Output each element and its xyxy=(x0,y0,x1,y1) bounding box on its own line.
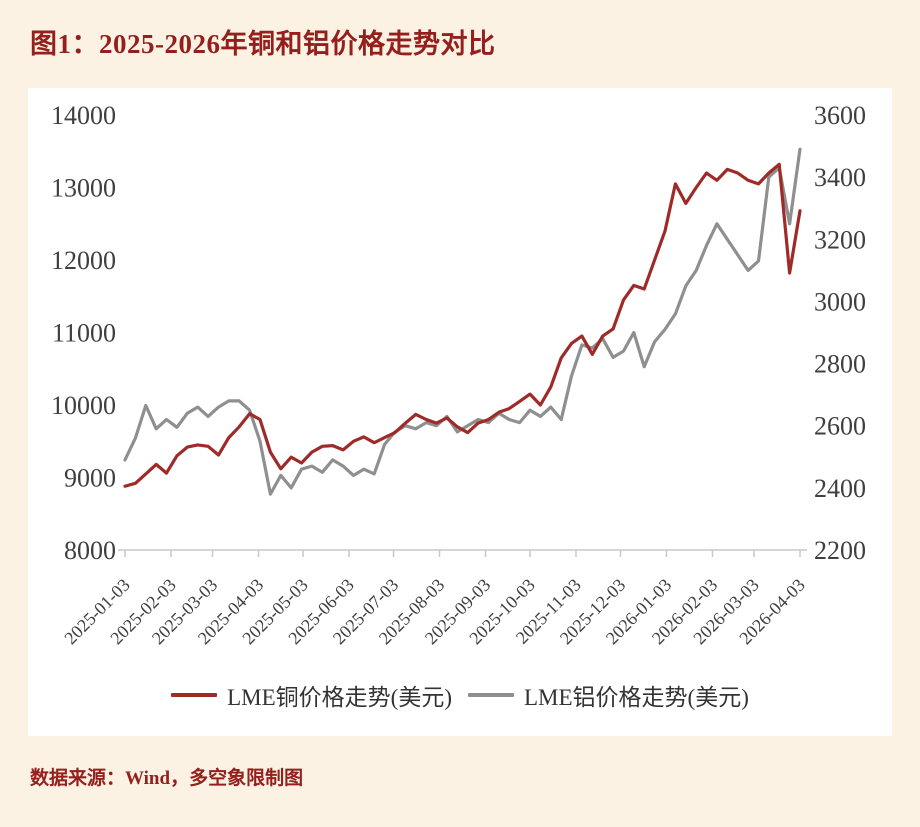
legend-item-aluminum: LME铝价格走势(美元) xyxy=(468,678,749,712)
svg-text:8000: 8000 xyxy=(64,536,116,565)
legend-item-copper: LME铜价格走势(美元) xyxy=(171,678,452,712)
copper-line-swatch xyxy=(171,693,218,697)
svg-text:10000: 10000 xyxy=(51,391,116,420)
legend-label-copper: LME铜价格走势(美元) xyxy=(227,685,452,710)
svg-text:2400: 2400 xyxy=(814,474,866,503)
legend-label-aluminum: LME铝价格走势(美元) xyxy=(524,685,749,710)
chart-panel: 2025-01-03 2025-02-03 2025-03-03 2025-04-03… xyxy=(28,88,892,736)
chart-legend: LME铜价格走势(美元) LME铝价格走势(美元) xyxy=(28,678,892,712)
svg-text:12000: 12000 xyxy=(51,246,116,275)
svg-text:3400: 3400 xyxy=(814,163,866,192)
svg-text:2800: 2800 xyxy=(814,350,866,379)
source-note: 数据来源：Wind，多空象限制图 xyxy=(30,768,304,789)
chart-title: 图1：2025-2026年铜和铝价格走势对比 xyxy=(30,29,496,59)
svg-text:13000: 13000 xyxy=(51,174,116,203)
svg-text:9000: 9000 xyxy=(64,464,116,493)
svg-text:3600: 3600 xyxy=(814,101,866,130)
svg-text:2600: 2600 xyxy=(814,412,866,441)
svg-text:3000: 3000 xyxy=(814,287,866,316)
price-line-chart: 2025-01-032025-02-032025-03-032025-04-03… xyxy=(51,101,866,648)
svg-text:14000: 14000 xyxy=(51,101,116,130)
svg-text:2200: 2200 xyxy=(814,536,866,565)
aluminum-line-swatch xyxy=(468,693,514,697)
svg-text:11000: 11000 xyxy=(52,319,116,348)
svg-text:3200: 3200 xyxy=(814,225,866,254)
